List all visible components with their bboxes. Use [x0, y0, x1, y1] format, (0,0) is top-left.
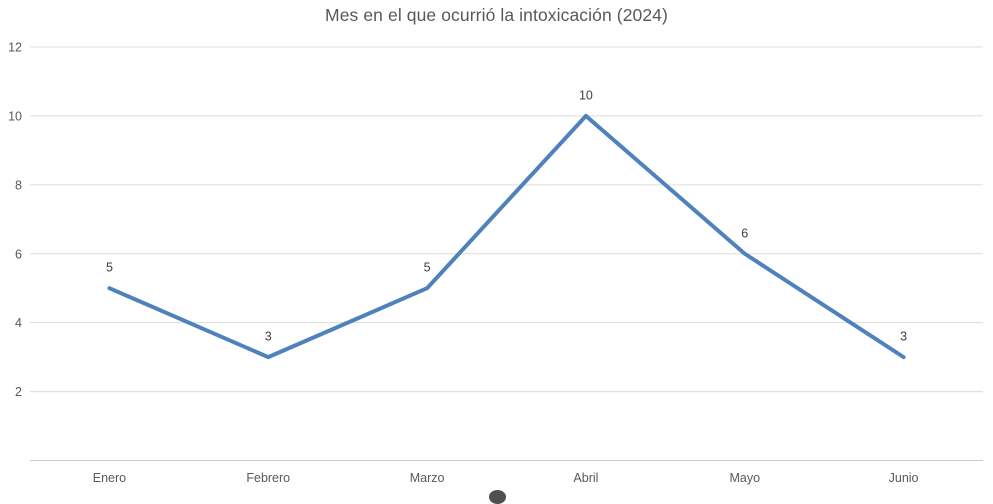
y-tick-label: 4	[15, 316, 22, 330]
data-label: 5	[106, 261, 113, 275]
y-tick-label: 2	[15, 385, 22, 399]
clipped-dark-circle	[489, 490, 506, 504]
data-label: 10	[579, 88, 593, 102]
data-label: 3	[900, 330, 907, 344]
x-tick-label: Junio	[889, 471, 919, 485]
x-tick-label: Febrero	[246, 471, 290, 485]
y-tick-label: 6	[15, 247, 22, 261]
data-label: 5	[424, 261, 431, 275]
x-tick-label: Abril	[573, 471, 598, 485]
data-label: 6	[741, 226, 748, 240]
x-tick-label: Marzo	[410, 471, 445, 485]
y-tick-label: 12	[8, 41, 22, 55]
x-tick-label: Mayo	[729, 471, 760, 485]
y-tick-label: 10	[8, 109, 22, 123]
data-series-line	[107, 113, 906, 360]
x-tick-label: Enero	[93, 471, 126, 485]
chart-title: Mes en el que ocurrió la intoxicación (2…	[325, 5, 668, 25]
y-tick-label: 8	[15, 178, 22, 192]
data-label: 3	[265, 330, 272, 344]
